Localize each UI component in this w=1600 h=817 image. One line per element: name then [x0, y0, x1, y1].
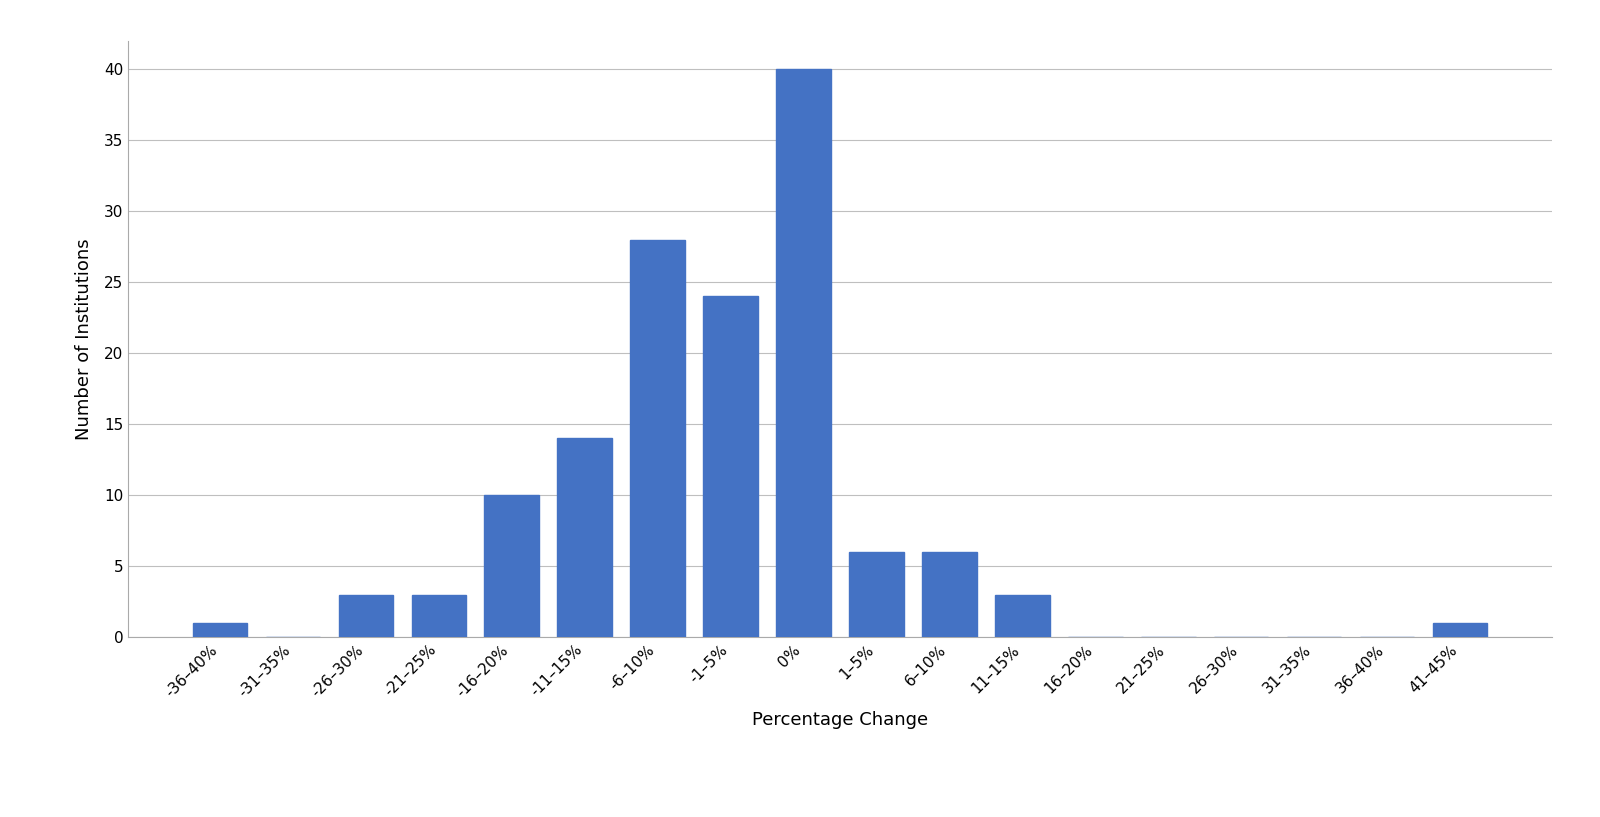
Y-axis label: Number of Institutions: Number of Institutions	[75, 239, 93, 440]
Bar	[411, 595, 466, 637]
Bar	[339, 595, 394, 637]
Bar	[485, 495, 539, 637]
Bar	[922, 552, 976, 637]
Bar	[850, 552, 904, 637]
Bar	[192, 623, 248, 637]
Bar	[995, 595, 1050, 637]
Bar	[776, 69, 830, 637]
Bar	[1432, 623, 1488, 637]
Bar	[704, 297, 758, 637]
X-axis label: Percentage Change: Percentage Change	[752, 711, 928, 729]
Bar	[557, 439, 613, 637]
Bar	[630, 239, 685, 637]
